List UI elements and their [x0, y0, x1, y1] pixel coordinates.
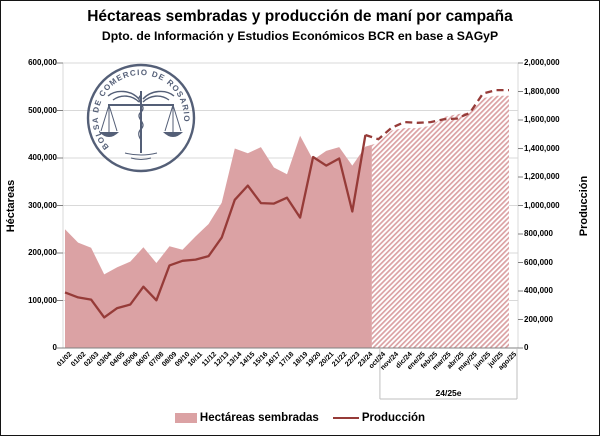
legend-label-hectareas: Hectáreas sembradas [199, 412, 319, 424]
chart-title: Héctareas sembradas y producción de maní… [87, 8, 513, 25]
bcr-logo-watermark: BOLSA DE COMERCIO DE ROSARIO [86, 63, 196, 173]
right-tick-label: 1,600,000 [524, 115, 560, 124]
line-swatch-icon [332, 417, 359, 419]
left-tick-label: 500,000 [28, 105, 57, 115]
right-tick-label: 600,000 [524, 257, 553, 267]
chart-subtitle: Dpto. de Información y Estudios Económic… [101, 29, 499, 43]
right-tick-label: 2,000,000 [524, 58, 560, 67]
legend: Hectáreas sembradas Producción [1, 408, 599, 428]
line-series-produccion-estimate [365, 88, 509, 141]
right-tick-label: 0 [524, 343, 529, 352]
legend-label-produccion: Producción [361, 412, 426, 424]
right-tick-label: 200,000 [524, 314, 553, 324]
left-tick-label: 300,000 [28, 200, 57, 210]
left-tick-label: 100,000 [28, 295, 57, 305]
left-tick-label: 200,000 [28, 248, 57, 257]
area-swatch-icon [174, 413, 197, 423]
left-tick-label: 600,000 [28, 58, 57, 67]
right-tick-label: 800,000 [524, 229, 553, 238]
right-tick-label: 1,400,000 [524, 143, 560, 153]
right-tick-label: 400,000 [524, 286, 553, 295]
left-tick-label: 0 [52, 343, 57, 352]
left-tick-label: 400,000 [28, 153, 57, 162]
right-tick-label: 1,200,000 [524, 172, 560, 181]
legend-item-hectareas: Hectáreas sembradas [174, 412, 319, 424]
right-tick-label: 1,000,000 [524, 200, 560, 210]
line-series-produccion [64, 134, 367, 319]
right-tick-label: 1,800,000 [524, 86, 560, 96]
right-axis-title: Producción [578, 175, 590, 237]
area-series-hectareas-estimate [371, 95, 509, 348]
legend-item-produccion: Producción [332, 412, 426, 424]
campaign-group-label: 24/25e [435, 388, 462, 398]
